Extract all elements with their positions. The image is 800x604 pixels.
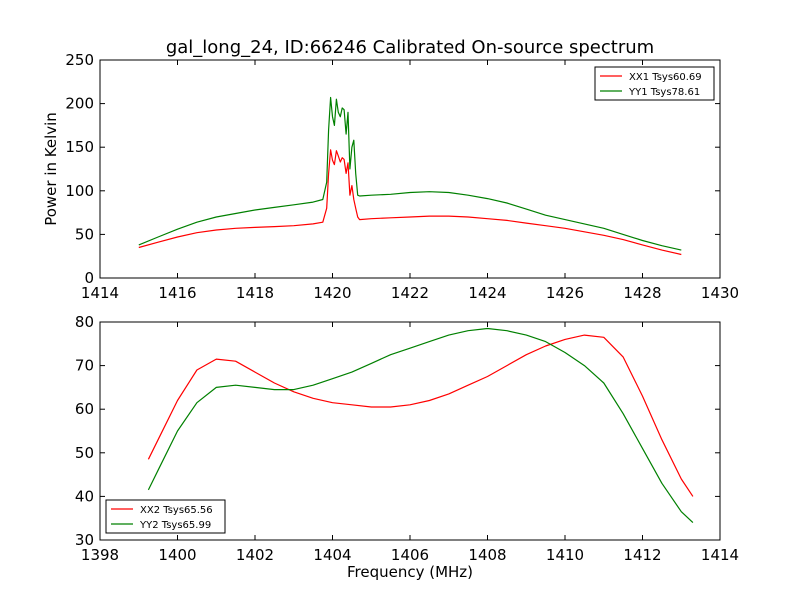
x-tick-label: 1426 bbox=[546, 284, 584, 302]
x-tick-label: 1428 bbox=[623, 284, 661, 302]
series-line-yy1 bbox=[138, 96, 682, 251]
x-tick-label: 1414 bbox=[81, 284, 119, 302]
series-line-xx2 bbox=[147, 334, 694, 497]
x-tick-label: 1408 bbox=[468, 546, 506, 564]
legend-box bbox=[105, 499, 226, 534]
y-tick-label: 60 bbox=[75, 400, 94, 418]
x-tick-label: 1406 bbox=[391, 546, 429, 564]
legend-label: YY2 Tsys65.99 bbox=[139, 520, 211, 531]
x-tick-label: 1398 bbox=[81, 546, 119, 564]
y-tick-label: 50 bbox=[75, 225, 94, 243]
x-tick-label: 1414 bbox=[701, 546, 739, 564]
x-tick-label: 1424 bbox=[468, 284, 506, 302]
legend-label: YY1 Tsys78.61 bbox=[628, 87, 700, 98]
legend-label: XX2 Tsys65.56 bbox=[140, 505, 213, 516]
x-tick-label: 1402 bbox=[236, 546, 274, 564]
x-tick-label: 1410 bbox=[546, 546, 584, 564]
x-tick-label: 1418 bbox=[236, 284, 274, 302]
y-tick-label: 80 bbox=[75, 313, 94, 331]
y-tick-label: 250 bbox=[65, 51, 94, 69]
x-tick-label: 1422 bbox=[391, 284, 429, 302]
y-tick-label: 40 bbox=[75, 487, 94, 505]
x-tick-label: 1404 bbox=[313, 546, 351, 564]
legend-label: XX1 Tsys60.69 bbox=[629, 72, 702, 83]
x-axis-label: Frequency (MHz) bbox=[347, 563, 473, 581]
x-tick-label: 1430 bbox=[701, 284, 739, 302]
x-tick-label: 1416 bbox=[158, 284, 196, 302]
bottom-spectrum-plot: 1398 1400 1402 1404 1406 1408 1410 1412 1414 30 40… bbox=[75, 313, 739, 581]
x-tick-label: 1412 bbox=[623, 546, 661, 564]
y-tick-label: 150 bbox=[65, 138, 94, 156]
series-line-yy2 bbox=[147, 327, 694, 524]
y-tick-label: 0 bbox=[84, 269, 94, 287]
y-tick-label: 100 bbox=[65, 182, 94, 200]
x-tick-label: 1400 bbox=[158, 546, 196, 564]
series-line-xx1 bbox=[138, 149, 682, 256]
figure-title: gal_long_24, ID:66246 Calibrated On-sour… bbox=[166, 37, 654, 58]
y-tick-label: 200 bbox=[65, 95, 94, 113]
y-axis-label: Power in Kelvin bbox=[42, 112, 60, 226]
y-tick-label: 70 bbox=[75, 357, 94, 375]
y-tick-label: 30 bbox=[75, 531, 94, 549]
x-tick-label: 1420 bbox=[313, 284, 351, 302]
top-spectrum-plot: 1414 1416 1418 1420 1422 1424 1426 1428 1430 0 50 1… bbox=[42, 51, 739, 302]
legend-box bbox=[594, 66, 715, 101]
y-tick-label: 50 bbox=[75, 444, 94, 462]
